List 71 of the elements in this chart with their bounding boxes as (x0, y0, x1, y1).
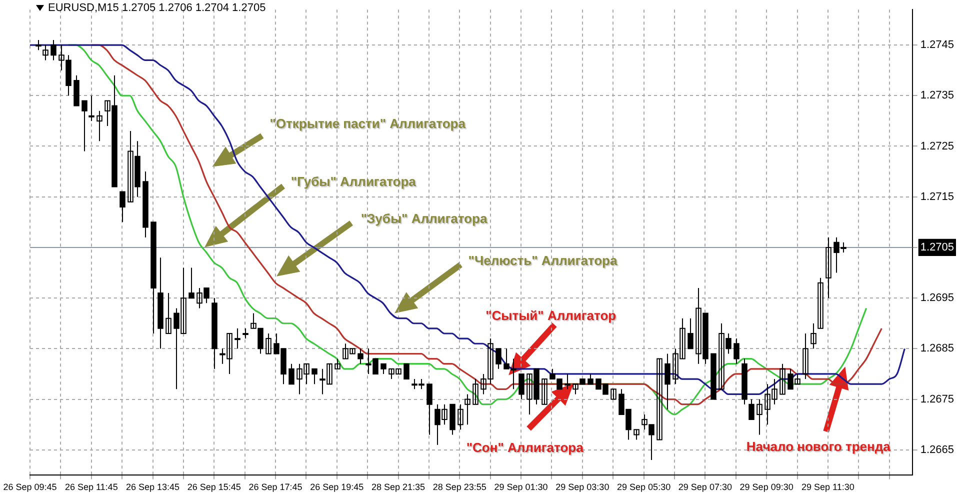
annotation: "Челюсть" Аллигатора (468, 252, 618, 268)
x-tick-label: 29 Sep 09:30 (740, 482, 794, 492)
candlestick (634, 429, 640, 440)
candlestick (82, 100, 88, 152)
candlestick (688, 318, 694, 350)
annotation: "Губы" Аллигатора (290, 174, 416, 190)
y-tick-label: 1.2675 (920, 393, 954, 406)
x-tick-label: 29 Sep 07:30 (678, 482, 732, 492)
candlestick (564, 373, 570, 390)
candlestick (464, 394, 470, 426)
candlestick (120, 191, 126, 223)
candlestick (610, 388, 616, 400)
candlestick (266, 332, 272, 354)
candlestick (472, 378, 478, 405)
x-tick-label: 26 Sep 15:45 (187, 482, 241, 492)
y-tick-label: 1.2705 (920, 241, 954, 254)
candlestick (288, 363, 294, 385)
x-tick-label: 26 Sep 09:45 (3, 482, 57, 492)
candlestick (656, 358, 662, 440)
candlestick (42, 44, 48, 61)
y-tick-label: 1.2715 (920, 190, 954, 203)
x-tick-label: 26 Sep 19:45 (310, 482, 364, 492)
annotation: "Открытие пасти" Аллигатора (270, 116, 466, 132)
candlestick (748, 398, 754, 420)
candlestick (588, 373, 594, 385)
candlestick (36, 39, 42, 51)
annotation: Начало нового тренда (746, 439, 890, 454)
candlestick (50, 39, 56, 61)
x-tick-label: 29 Sep 11:30 (802, 482, 854, 492)
candlestick (426, 384, 432, 436)
y-tick-label: 1.2695 (920, 292, 954, 304)
x-tick-label: 28 Sep 21:35 (372, 482, 426, 492)
candlestick (188, 267, 194, 299)
x-tick-label: 29 Sep 03:30 (556, 482, 610, 492)
x-tick-label: 29 Sep 05:30 (617, 482, 671, 492)
annotation: "Сон" Аллигатора (466, 440, 584, 456)
candlestick (458, 404, 464, 430)
y-tick-label: 1.2665 (920, 444, 954, 456)
candlestick (358, 348, 364, 364)
candlestick (404, 363, 410, 380)
x-tick-label: 28 Sep 23:55 (432, 482, 486, 492)
candlestick (334, 358, 340, 370)
candlestick (756, 398, 762, 436)
candlestick (312, 368, 318, 385)
candlestick (818, 277, 824, 329)
candlestick (780, 363, 786, 395)
chart-title: EURUSD,M15 1.2705 1.2706 1.2704 1.2705 (48, 2, 266, 14)
annotation: "Зубы" Аллигатора (360, 211, 488, 226)
candlestick (734, 338, 740, 364)
annotation: "Сытый" Аллигатор (486, 308, 616, 324)
candlestick (166, 292, 172, 334)
candlestick (542, 378, 548, 405)
x-tick-label: 26 Sep 17:45 (248, 482, 302, 492)
y-tick-label: 1.2685 (920, 342, 954, 355)
candlestick (810, 322, 816, 350)
candlestick (664, 353, 670, 410)
candlestick (234, 328, 240, 350)
x-tick-label: 26 Sep 13:45 (126, 482, 180, 492)
candlestick (802, 332, 808, 380)
y-tick-label: 1.2725 (920, 140, 954, 152)
candlestick (88, 95, 94, 122)
candlestick (242, 328, 248, 340)
y-tick-label: 1.2745 (920, 39, 954, 52)
candlestick (96, 110, 102, 142)
x-tick-label: 26 Sep 11:45 (64, 482, 118, 492)
candlestick (496, 348, 502, 370)
candlestick (518, 373, 524, 400)
candlestick (826, 236, 832, 299)
y-tick-label: 1.2735 (920, 90, 954, 102)
x-tick-label: 29 Sep 01:30 (494, 482, 548, 492)
candlestick (380, 363, 386, 374)
